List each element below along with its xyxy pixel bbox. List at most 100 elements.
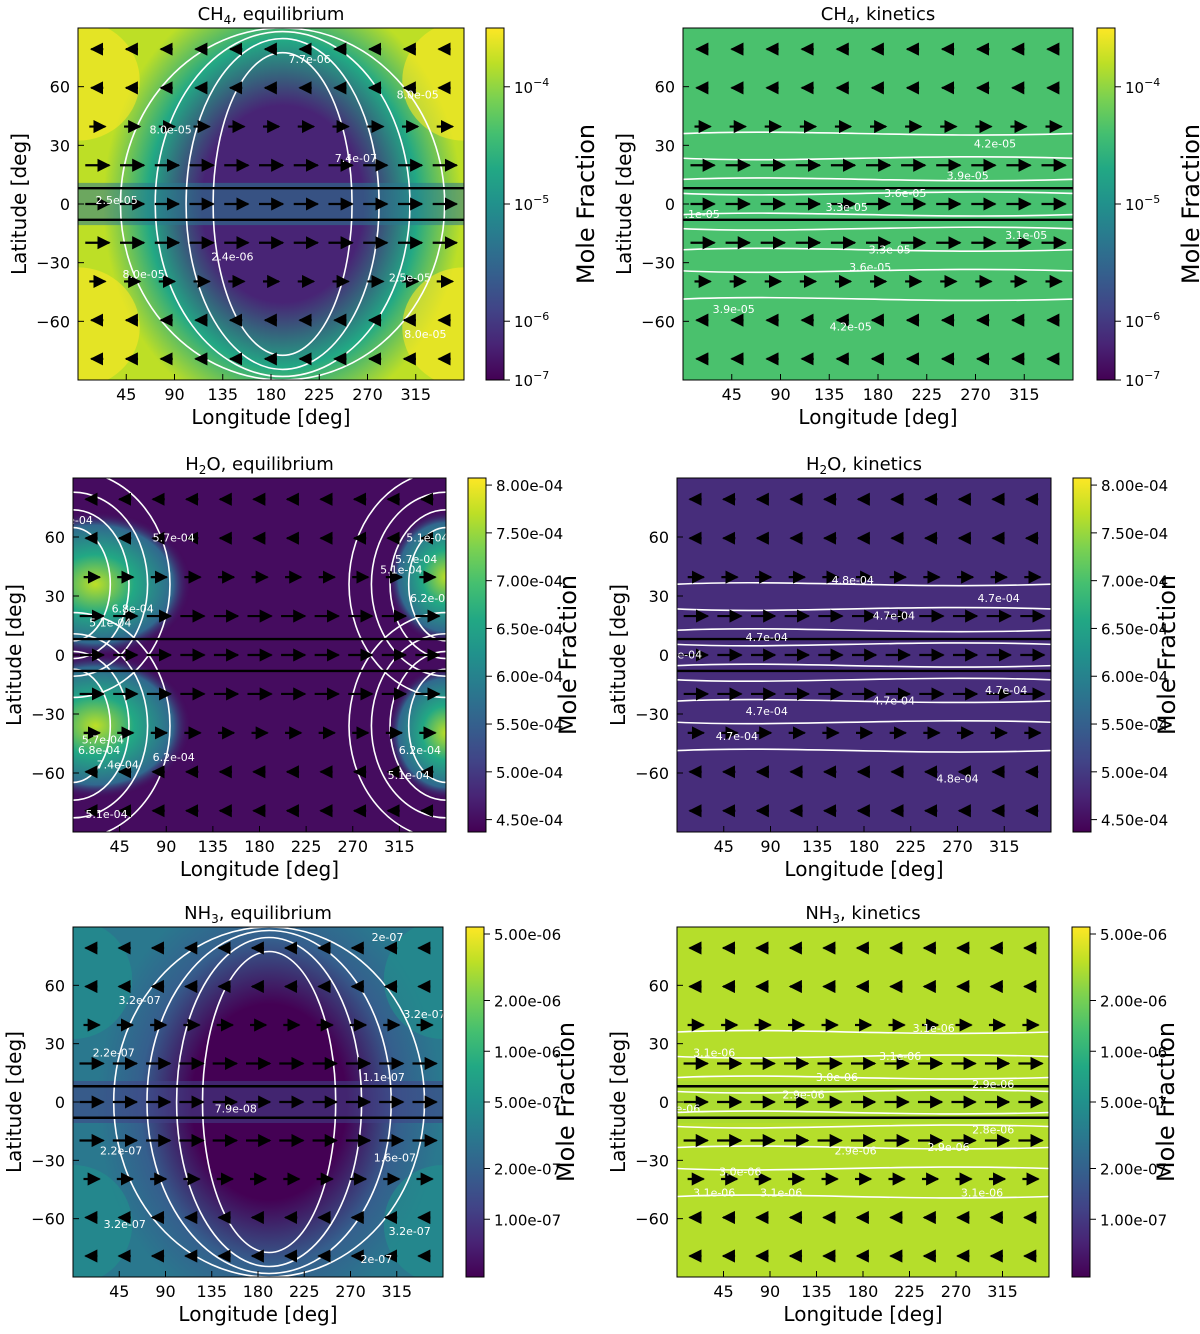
x-tick-label: 180 [848,1282,879,1301]
x-tick-label: 225 [895,837,926,856]
x-tick-label: 90 [164,385,184,404]
x-tick-label: 315 [989,837,1020,856]
contour-line [407,668,446,784]
y-tick-label: 60 [50,78,70,97]
x-tick-label: 45 [722,385,742,404]
high-abundance-lobe [73,652,193,800]
colorbar-tick-label: 10−7 [514,369,549,390]
colorbar-tick-label: 4.50e-04 [1101,812,1168,830]
contour-label: 3.3e-05 [869,243,911,256]
contour-label: 2.9e-06 [782,1089,824,1102]
plot-area: 3.2e-07 2.2e-07 3.2e-07 1.1e-07 2e-07 7.9e-08… [73,927,445,1277]
x-tick-label: 135 [196,1282,227,1301]
contour-label: 3.2e-07 [104,1218,146,1231]
y-tick-label: 30 [649,1035,669,1054]
chart-title: NH3, equilibrium [184,903,332,926]
colorbar-tick-label: 10−4 [1125,76,1160,97]
x-tick-label: 315 [987,1282,1018,1301]
contour-label: 3.1e-06 [693,1047,735,1060]
chart-title: NH3, kinetics [805,903,920,926]
contour-line [73,491,149,678]
x-tick-label: 225 [304,385,335,404]
high-abundance-lobe [78,28,140,141]
x-tick-label: 180 [849,837,880,856]
contour-line [73,526,112,642]
y-tick-label: 0 [665,195,675,214]
contour-label: 5.7e-04 [82,734,124,747]
y-tick-label: −30 [641,254,675,273]
x-tick-label: 270 [942,837,973,856]
contour-label: 6.8e-04 [112,603,154,616]
contour-label: 3.0e-06 [719,1166,761,1179]
x-axis-label: Longitude [deg] [178,1302,337,1326]
colorbar-tick-label: 5.00e-04 [1101,764,1168,782]
contour-label: 5.1e-04 [89,617,131,630]
contour-label: 3.2e-07 [403,1008,445,1021]
contour-label: 2.2e-07 [93,1047,135,1060]
x-tick-label: 270 [960,385,991,404]
plot-area: 4.8e-04 4.7e-04 4.7e-04 4.7e-04 .7e-04 4.7e-0… [677,478,1051,832]
colorbar-tick-label: 6.00e-04 [496,668,563,686]
wind-vectors [677,492,1051,818]
contour-line [73,611,171,832]
x-tick-label: 270 [335,1282,366,1301]
x-axis-label: Longitude [deg] [180,857,339,881]
panel-3: 4.8e-04 4.7e-04 4.7e-04 4.7e-04 .7e-04 4.7e-0… [606,454,1181,881]
colorbar-label: Mole Fraction [554,575,582,735]
colorbar-tick-label: 7.00e-04 [496,573,563,591]
colorbar-tick-label: 8.00e-04 [496,477,563,495]
contour-label: 8.0e-05 [404,328,446,341]
contour-label: 5.1e-04 [406,532,448,545]
y-tick-label: −30 [635,705,669,724]
contour-label: 2e-07 [372,931,404,944]
high-abundance-lobe [402,28,464,141]
y-tick-label: 60 [45,976,65,995]
y-tick-label: 0 [659,1093,669,1112]
y-tick-label: −60 [31,1210,65,1229]
panel-4: 3.2e-07 2.2e-07 3.2e-07 1.1e-07 2e-07 7.9e-08… [2,903,580,1326]
contour-line [677,1194,1049,1199]
contour-line [677,1166,1049,1171]
contour-label: 8e-06 [669,1103,701,1116]
contour-line [677,1145,1049,1150]
x-tick-label: 135 [814,385,845,404]
panel-0: 7.7e-06 8.0e-05 8.0e-05 7.4e-07 2.5e-05 8.0e-… [7,4,600,429]
contour-label: 4.7e-04 [873,695,915,708]
contour-label: 3.1e-06 [961,1187,1003,1200]
y-tick-label: 0 [55,1093,65,1112]
x-axis-label: Longitude [deg] [191,405,350,429]
high-abundance-lobe [402,267,464,380]
wind-vectors [677,941,1049,1263]
x-tick-label: 315 [381,1282,412,1301]
contour-line [683,268,1073,274]
chart-title: CH4, kinetics [821,4,935,27]
contour-label: 4.7e-04 [746,705,788,718]
wind-vectors [683,42,1073,366]
contour-label: 3.1e-06 [879,1050,921,1063]
x-tick-label: 180 [256,385,287,404]
contour-line [677,1075,1049,1080]
contour-label: 3.2e-07 [118,994,160,1007]
contour-label: 6.2e-04 [153,751,195,764]
colorbar-tick-label: 7.50e-04 [1101,525,1168,543]
contour-label: 4.7e-04 [716,730,758,743]
high-abundance-lobe [73,1165,133,1277]
colorbar [1096,27,1116,381]
contour-label: 4.7e-04 [746,631,788,644]
contour-line [683,226,1073,231]
contour-line [677,677,1051,683]
contour-label: 4.2e-05 [830,321,872,334]
plot-area: e-045.7e-046.8e-045.1e-045.1e-045.7e-045… [73,478,452,832]
contour-line [677,1124,1049,1129]
y-axis-label: Latitude [deg] [606,1031,630,1173]
contour-label: 6.2e-04 [410,592,452,605]
wind-vectors [73,492,446,818]
contour-label: 3.1e-06 [913,1022,955,1035]
contour-label: 8.0e-05 [150,124,192,137]
contour-line [683,156,1073,161]
contour-label: 5.1e-04 [380,564,422,577]
colorbar-tick-label: 5.50e-04 [496,716,563,734]
contour-line [677,581,1051,587]
colorbar-tick-label: 5.00e-06 [494,926,561,944]
